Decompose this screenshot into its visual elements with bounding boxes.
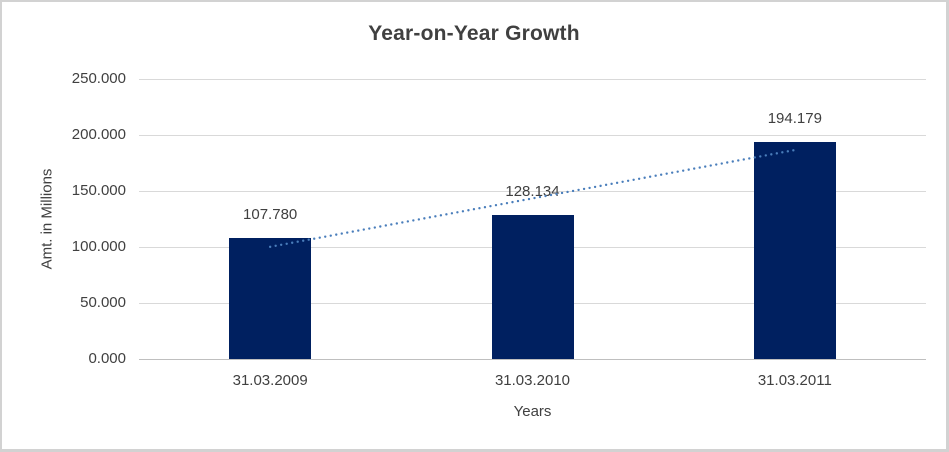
y-tick-label: 250.000 xyxy=(71,70,126,87)
bar-data-label: 128.134 xyxy=(505,183,560,201)
chart-title: Year-on-Year Growth xyxy=(368,22,580,45)
x-tick-label: 31.03.2009 xyxy=(232,372,308,389)
y-tick-label: 100.000 xyxy=(71,238,126,255)
bar xyxy=(229,238,312,359)
bar-data-label: 194.179 xyxy=(767,109,822,127)
bar-data-label: 107.780 xyxy=(243,206,298,224)
y-axis-title: Amt. in Millions xyxy=(38,168,56,270)
y-tick-label: 150.000 xyxy=(71,182,126,199)
gridline xyxy=(139,359,926,360)
y-tick-label: 200.000 xyxy=(71,126,126,143)
bar xyxy=(753,141,836,359)
gridline xyxy=(139,79,926,80)
y-tick-label: 0.000 xyxy=(88,350,126,367)
x-tick-label: 31.03.2010 xyxy=(494,372,571,389)
bar xyxy=(491,215,574,359)
gridline xyxy=(139,135,926,136)
x-axis-title: Years xyxy=(513,403,552,420)
x-tick-label: 31.03.2011 xyxy=(757,372,832,389)
y-tick-label: 50.000 xyxy=(80,294,126,311)
